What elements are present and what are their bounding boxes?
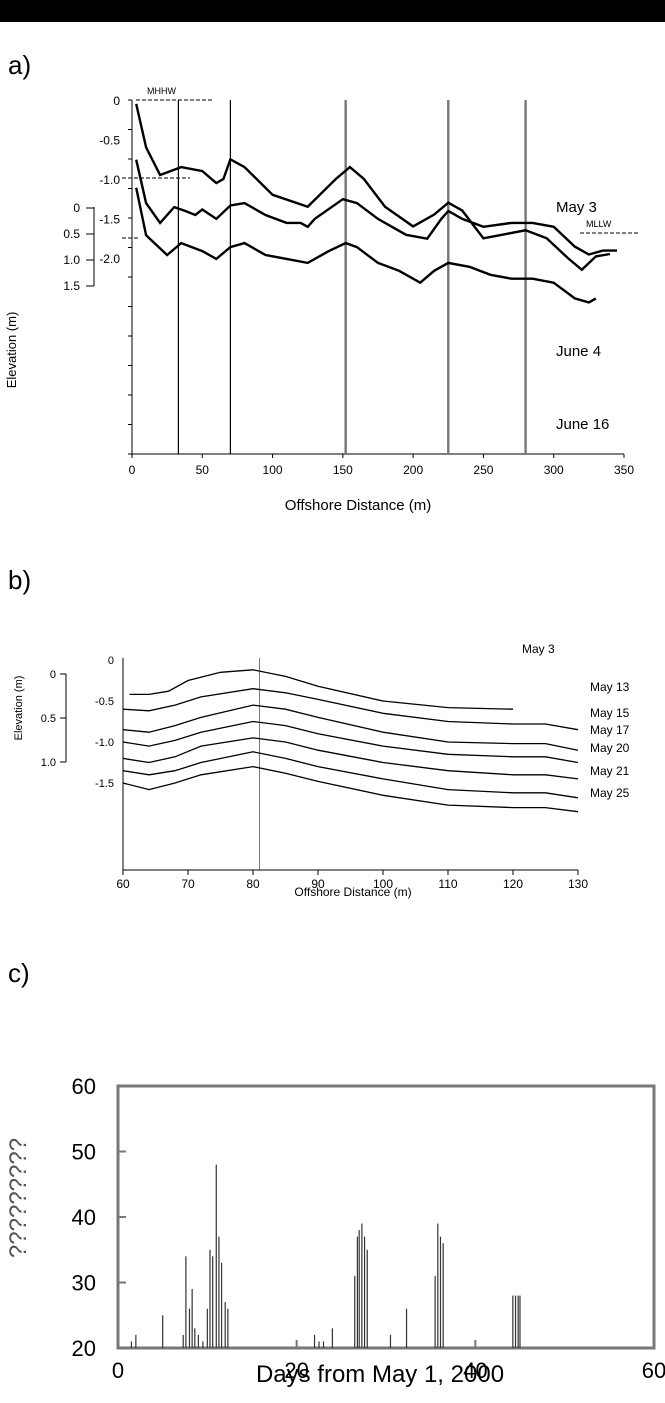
b-x-tick-label: 100 — [373, 877, 393, 891]
a-y-tick-label: -1.5 — [99, 213, 120, 227]
c-x-tick-label: 40 — [463, 1358, 487, 1383]
a-x-tick-label: 350 — [614, 463, 634, 477]
a-y-tick-label: -1.0 — [99, 173, 120, 187]
c-y-tick-label: 30 — [72, 1271, 96, 1296]
chart-a: 0 -0.5 -1.0 -1.5 -2.0 0 0.5 1.0 1.5 0 50 100 150 200 2… — [4, 86, 640, 514]
a-x-tick-label: 150 — [333, 463, 353, 477]
b-series-line-may-13 — [122, 688, 579, 731]
b-outer-tick-label: 1.0 — [41, 757, 56, 769]
b-y-tick-label: -1.5 — [95, 778, 114, 790]
b-series-label-may-25: May 25 — [590, 786, 630, 800]
a-series-line-june-4 — [135, 159, 617, 256]
b-y-tick-label: -0.5 — [95, 696, 114, 708]
a-series-label-june-16: June 16 — [556, 416, 609, 433]
a-x-tick-label: 0 — [129, 463, 136, 477]
top-black-bar — [0, 0, 665, 22]
b-x-tick-label: 120 — [503, 877, 523, 891]
a-x-axis-label: Offshore Distance (m) — [285, 497, 431, 514]
c-x-tick-label: 60 — [642, 1358, 665, 1383]
b-x-tick-label: 80 — [246, 877, 260, 891]
a-y-tick-label: -0.5 — [99, 134, 120, 148]
c-y-tick-label: 50 — [72, 1140, 96, 1165]
a-outer-tick-label: 0 — [73, 201, 80, 215]
c-y-tick-label: 60 — [72, 1074, 96, 1099]
b-series-line-may-21 — [122, 751, 579, 799]
a-mhhw-label: MHHW — [147, 86, 176, 96]
a-mllw-label: MLLW — [586, 219, 612, 229]
b-series-label-may-20: May 20 — [590, 741, 630, 755]
panel-a-label: a) — [8, 50, 32, 80]
chart-c: 20 30 40 50 60 0 20 40 60 ????????? Days from Ma… — [5, 1074, 665, 1388]
a-series-line-may-3 — [135, 103, 611, 272]
chart-b: 0 -0.5 -1.0 -1.5 0 0.5 1.0 60 70 80 90 100 110 120 130… — [13, 642, 630, 899]
a-series-label-june-4: June 4 — [556, 343, 601, 360]
a-y-tick-label: -2.0 — [99, 252, 120, 266]
b-series-label-may-21: May 21 — [590, 764, 630, 778]
b-x-tick-label: 110 — [438, 877, 457, 891]
c-y-tick-label: 20 — [72, 1336, 96, 1361]
b-series-label-may-3: May 3 — [522, 642, 555, 656]
c-x-tick-label: 0 — [112, 1358, 124, 1383]
b-series-line-may-3 — [129, 669, 514, 710]
a-outer-tick-label: 1.5 — [63, 279, 80, 293]
b-x-axis-label: Offshore Distance (m) — [294, 885, 411, 899]
a-x-tick-label: 50 — [196, 463, 210, 477]
a-x-tick-label: 200 — [403, 463, 423, 477]
b-series-label-may-15: May 15 — [590, 706, 630, 720]
c-x-tick-label: 20 — [284, 1358, 308, 1383]
b-y-tick-label: 0 — [108, 655, 114, 667]
b-outer-tick-label: 0.5 — [41, 713, 56, 725]
c-y-tick-label: 40 — [72, 1205, 96, 1230]
a-series-label-may-3: May 3 — [556, 199, 597, 216]
b-x-tick-label: 130 — [568, 877, 588, 891]
b-series-line-may-25 — [122, 765, 579, 813]
b-x-tick-label: 90 — [311, 877, 325, 891]
b-y-tick-label: -1.0 — [95, 737, 114, 749]
b-series-line-may-20 — [122, 737, 579, 780]
c-x-axis-label: Days from May 1, 2000 — [256, 1361, 504, 1388]
c-plot-frame — [116, 1084, 656, 1350]
a-outer-tick-label: 1.0 — [63, 253, 80, 267]
b-x-tick-label: 60 — [116, 877, 130, 891]
b-series-label-may-13: May 13 — [590, 680, 630, 694]
a-y-axis-label: Elevation (m) — [4, 312, 19, 389]
b-outer-tick-label: 0 — [50, 669, 56, 681]
panel-b-label: b) — [8, 565, 32, 595]
b-y-axis-label: Elevation (m) — [13, 676, 25, 741]
a-series-line-june-16 — [135, 187, 597, 304]
a-outer-tick-label: 0.5 — [63, 227, 80, 241]
c-y-axis-label: ????????? — [5, 1138, 32, 1258]
a-x-tick-label: 300 — [544, 463, 564, 477]
b-series-label-may-17: May 17 — [590, 723, 630, 737]
a-x-tick-label: 250 — [473, 463, 493, 477]
a-x-tick-label: 100 — [263, 463, 283, 477]
a-y-tick-label: 0 — [113, 94, 120, 108]
b-x-tick-label: 70 — [181, 877, 195, 891]
b-series-line-may-17 — [122, 720, 579, 764]
b-series-line-may-15 — [122, 704, 579, 751]
panel-c-label: c) — [8, 958, 30, 988]
